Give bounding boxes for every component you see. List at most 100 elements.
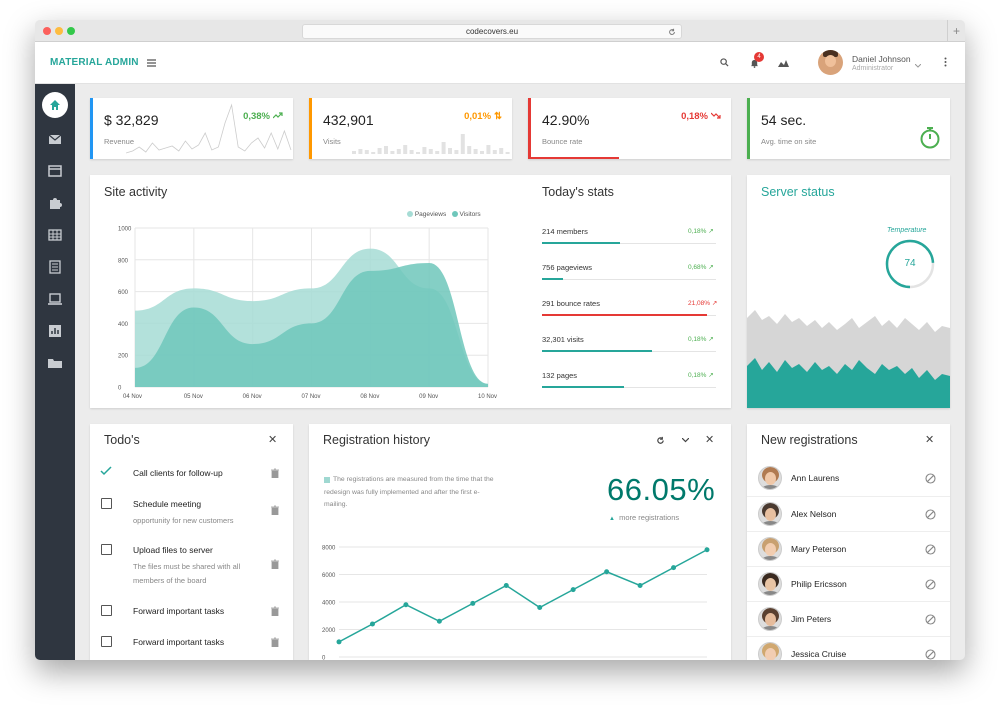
sidebar-item-home[interactable] <box>42 92 68 118</box>
new-registrations-card: New registrations ✕ Ann Laurens Alex Nel… <box>747 424 950 660</box>
block-icon[interactable] <box>925 614 936 625</box>
todos-card: Todo's ✕ Call clients for follow-up Sche… <box>90 424 293 660</box>
stat-label: 291 bounce rates <box>542 299 600 308</box>
kpi-change-value: 0,18% <box>681 111 708 122</box>
user-name[interactable]: Mary Peterson <box>791 544 847 554</box>
url-text: codecovers.eu <box>465 27 519 36</box>
stat-progress-bar <box>542 242 620 244</box>
user-name[interactable]: Philip Ericsson <box>791 579 847 589</box>
kpi-change: 0,38% <box>243 111 283 122</box>
folder-icon[interactable] <box>47 355 63 371</box>
trash-icon[interactable] <box>271 637 279 647</box>
mail-icon[interactable] <box>47 131 63 147</box>
kpi-label: Bounce rate <box>542 137 583 146</box>
kpi-card-3: 54 sec. Avg. time on site <box>747 98 950 159</box>
user-avatar[interactable] <box>758 537 782 561</box>
y-tick-label: 8000 <box>322 546 336 552</box>
user-avatar[interactable] <box>758 642 782 660</box>
gauge-value: 74 <box>904 258 916 269</box>
x-tick-label: 10 Nov <box>478 394 497 400</box>
registration-close-button[interactable]: ✕ <box>705 434 715 446</box>
stat-change-value: 21,08% <box>688 300 711 307</box>
block-icon[interactable] <box>925 544 936 555</box>
trash-icon[interactable] <box>271 505 279 515</box>
user-row[interactable]: Ann Laurens <box>747 461 950 496</box>
user-avatar[interactable] <box>758 572 782 596</box>
app-header: MATERIAL ADMIN 4 Daniel Johnson Administ… <box>35 42 965 84</box>
stat-change: 21,08% ↗ <box>688 300 718 307</box>
server-status-card: Server status Temperature 74 <box>747 175 950 408</box>
block-icon[interactable] <box>925 509 936 520</box>
data-point <box>369 621 375 627</box>
todo-checkbox[interactable] <box>101 544 112 555</box>
block-icon[interactable] <box>925 649 936 660</box>
chevron-down-icon[interactable] <box>915 64 921 68</box>
x-tick-label: 09 Nov <box>419 394 438 400</box>
stopwatch-icon <box>920 127 940 149</box>
hamburger-menu-icon[interactable] <box>147 59 156 67</box>
new-tab-button[interactable]: + <box>947 20 965 42</box>
todo-checkbox[interactable] <box>101 498 112 509</box>
refresh-icon[interactable] <box>656 436 665 445</box>
y-tick-label: 0 <box>322 656 326 661</box>
trend-up-icon <box>272 112 283 119</box>
user-row[interactable]: Jim Peters <box>747 601 950 636</box>
zoom-window-dot[interactable] <box>67 27 75 35</box>
block-icon[interactable] <box>925 579 936 590</box>
todos-title: Todo's <box>104 433 140 447</box>
todo-title: Upload files to server <box>133 545 213 555</box>
block-icon[interactable] <box>925 473 936 484</box>
brand-logo[interactable]: MATERIAL ADMIN <box>50 57 139 68</box>
trash-icon[interactable] <box>271 559 279 569</box>
user-name[interactable]: Alex Nelson <box>791 509 837 519</box>
user-avatar[interactable] <box>758 466 782 490</box>
checkmark-icon[interactable] <box>100 466 112 476</box>
user-avatar[interactable] <box>758 502 782 526</box>
stat-progress-bar <box>542 278 563 280</box>
laptop-icon[interactable] <box>47 291 63 307</box>
user-avatar[interactable] <box>758 607 782 631</box>
user-row[interactable]: Philip Ericsson <box>747 566 950 601</box>
search-icon[interactable] <box>720 58 729 67</box>
more-vertical-icon[interactable] <box>944 57 947 67</box>
avatar[interactable] <box>818 50 843 75</box>
address-bar[interactable]: codecovers.eu <box>302 24 682 39</box>
user-row[interactable]: Mary Peterson <box>747 531 950 566</box>
user-name[interactable]: Jessica Cruise <box>791 649 847 659</box>
kpi-change-value: 0,01% <box>464 111 492 122</box>
stat-label: 132 pages <box>542 371 578 380</box>
chart-icon[interactable] <box>778 58 789 67</box>
bounce-progress-bar <box>531 157 619 159</box>
stat-track <box>542 279 716 280</box>
table-icon[interactable] <box>47 227 63 243</box>
user-name[interactable]: Jim Peters <box>791 614 832 624</box>
trash-icon[interactable] <box>271 468 279 478</box>
todos-close-button[interactable]: ✕ <box>268 434 278 446</box>
kpi-label: Avg. time on site <box>761 137 817 146</box>
registration-sub-label: ▲ more registrations <box>609 513 679 522</box>
x-tick-label: 04 Nov <box>123 394 142 400</box>
reload-icon[interactable] <box>668 28 676 36</box>
todo-checkbox[interactable] <box>101 605 112 616</box>
user-row[interactable]: Jessica Cruise <box>747 636 950 660</box>
user-name[interactable]: Ann Laurens <box>791 473 840 483</box>
sidebar <box>35 84 75 660</box>
trash-icon[interactable] <box>271 606 279 616</box>
chevron-down-icon[interactable] <box>682 438 689 443</box>
new-registrations-close-button[interactable]: ✕ <box>925 434 935 446</box>
user-row[interactable]: Alex Nelson <box>747 496 950 531</box>
data-point <box>503 583 509 588</box>
data-point <box>470 600 476 606</box>
user-name[interactable]: Daniel Johnson <box>852 54 911 64</box>
puzzle-icon[interactable] <box>47 195 63 211</box>
browser-window-icon[interactable] <box>47 163 63 179</box>
todo-checkbox[interactable] <box>101 636 112 647</box>
stat-progress-bar <box>542 350 652 352</box>
close-window-dot[interactable] <box>43 27 51 35</box>
bar-chart-icon[interactable] <box>47 323 63 339</box>
minimize-window-dot[interactable] <box>55 27 63 35</box>
document-list-icon[interactable] <box>47 259 63 275</box>
y-tick-label: 400 <box>118 322 129 328</box>
todo-desc: The files must be shared with all member… <box>133 562 241 585</box>
data-point <box>671 565 677 571</box>
